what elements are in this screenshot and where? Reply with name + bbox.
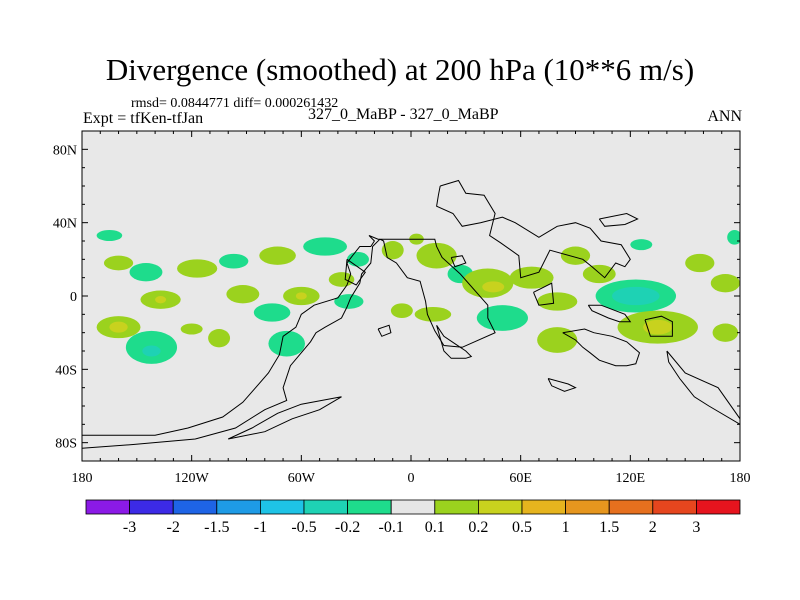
contour-region-44: [712, 323, 739, 342]
colorbar-label-9: 0.5: [512, 519, 532, 536]
coastline-3: [436, 325, 473, 359]
colorbar-label-0: -3: [123, 519, 136, 536]
contour-region-36: [582, 264, 616, 284]
contour-region-14: [259, 246, 296, 265]
colorbar-label-6: -0.1: [379, 519, 404, 536]
colorbar-swatch-4: [259, 499, 305, 515]
coastline-0: [82, 235, 496, 449]
contour-region-41: [643, 319, 673, 335]
contour-region-39: [612, 286, 660, 306]
colorbar-swatch-7: [390, 499, 436, 515]
colorbar-swatch-2: [172, 499, 218, 515]
axis-ticks: 180 120W 60W 0 60E 120E 180 80N 40N 0 40S 80S: [53, 131, 751, 486]
coastline-12: [666, 350, 740, 425]
colorbar-swatch-6: [347, 499, 392, 515]
contour-region-19: [303, 237, 348, 256]
divergence-contours: [96, 230, 740, 364]
colorbar-label-1: -2: [167, 519, 180, 536]
stats-text: rmsd= 0.0844771 diff= 0.000261432: [131, 96, 339, 111]
contour-region-23: [381, 241, 404, 260]
contour-region-13: [226, 285, 260, 304]
colorbar-swatch-10: [521, 499, 566, 515]
contour-region-9: [177, 259, 218, 278]
colorbar-label-4: -0.5: [291, 519, 316, 536]
coastline-13: [547, 378, 577, 392]
colorbar-label-8: 0.2: [468, 519, 488, 536]
season-label: ANN: [707, 108, 742, 125]
colorbar-swatch-3: [216, 499, 261, 515]
coastline-7: [450, 255, 467, 268]
x-tick-label-3: 0: [408, 471, 415, 486]
colorbar-label-2: -1.5: [204, 519, 229, 536]
contour-region-27: [414, 307, 452, 322]
coastline-11: [644, 315, 673, 337]
coastline-10: [562, 328, 641, 367]
contour-region-34: [537, 292, 578, 311]
coastline-8: [533, 282, 555, 306]
colorbar-label-7: 0.1: [425, 519, 445, 536]
contour-region-43: [710, 274, 740, 293]
plot-title: Divergence (smoothed) at 200 hPa (10**6 …: [105, 52, 695, 87]
colorbar-label-11: 1.5: [599, 519, 619, 536]
y-tick-label-3: 40S: [55, 363, 77, 378]
contour-region-33: [560, 246, 591, 265]
contour-region-8: [142, 345, 161, 357]
y-tick-label-2: 0: [70, 290, 77, 305]
contour-region-30: [482, 281, 505, 293]
contour-region-15: [253, 303, 291, 322]
y-tick-label-1: 40N: [53, 217, 77, 232]
contour-region-35: [537, 327, 578, 353]
coastline-2: [344, 258, 366, 286]
colorbar-swatch-12: [608, 499, 654, 515]
x-tick-label-0: 180: [72, 471, 93, 486]
case-label: 327_0_MaBP - 327_0_MaBP: [308, 106, 499, 123]
contour-region-0: [96, 230, 123, 241]
contour-region-31: [476, 305, 528, 331]
contour-region-12: [219, 253, 249, 269]
contour-region-37: [630, 239, 653, 251]
colorbar: -3 -2 -1.5 -1 -0.5 -0.2 -0.1 0.1 0.2 0.5 1 1.5 2 3: [85, 499, 741, 536]
contour-region-3: [109, 321, 128, 333]
colorbar-swatch-0: [85, 499, 130, 515]
contour-region-10: [180, 323, 203, 335]
contour-region-4: [129, 263, 163, 282]
coastline-6: [598, 212, 639, 227]
colorbar-label-3: -1: [254, 519, 267, 536]
y-tick-label-4: 80S: [55, 437, 77, 452]
experiment-label: Expt = tfKen-tfJan: [83, 110, 204, 127]
x-tick-label-2: 60W: [288, 471, 316, 486]
colorbar-swatch-8: [434, 499, 479, 515]
contour-region-18: [295, 292, 307, 300]
colorbar-label-13: 3: [692, 519, 700, 536]
colorbar-label-5: -0.2: [335, 519, 360, 536]
x-tick-label-6: 180: [730, 471, 751, 486]
colorbar-label-10: 1: [562, 519, 570, 536]
x-tick-label-5: 120E: [616, 471, 646, 486]
colorbar-swatch-5: [303, 499, 348, 515]
colorbar-swatch-1: [129, 499, 174, 515]
colorbar-swatch-13: [652, 499, 697, 515]
coastline-9: [587, 304, 632, 323]
contour-region-16: [268, 330, 305, 357]
colorbar-swatch-11: [565, 499, 610, 515]
contour-region-24: [390, 303, 413, 318]
coastline-1: [227, 396, 342, 440]
colorbar-swatch-9: [477, 499, 523, 515]
x-tick-label-4: 60E: [509, 471, 532, 486]
coastline-outlines: [82, 179, 740, 449]
coastline-5: [436, 179, 631, 279]
colorbar-label-12: 2: [649, 519, 657, 536]
y-tick-label-0: 80N: [53, 143, 77, 158]
contour-region-45: [727, 230, 740, 245]
contour-region-1: [103, 255, 134, 271]
colorbar-swatch-14: [696, 499, 741, 515]
x-tick-label-1: 120W: [175, 471, 210, 486]
contour-region-11: [208, 329, 231, 348]
contour-region-42: [685, 253, 715, 273]
contour-region-6: [155, 296, 167, 304]
coastline-4: [377, 324, 392, 337]
